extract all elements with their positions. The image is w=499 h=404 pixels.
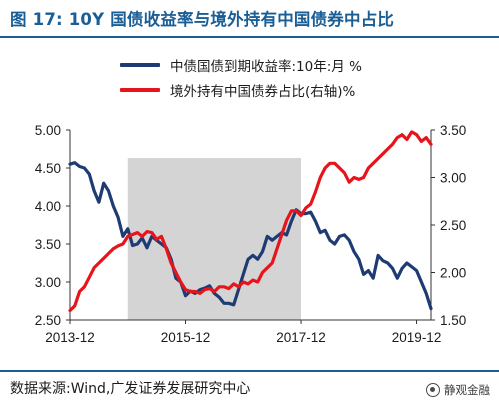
y-left-tick-label: 3.00 bbox=[35, 275, 61, 290]
legend-label-foreign-holding: 境外持有中国债券占比(右轴)% bbox=[170, 83, 356, 100]
y-left-tick-label: 4.50 bbox=[35, 161, 61, 176]
y-left-tick-label: 2.50 bbox=[35, 313, 61, 328]
y-right-tick-label: 3.50 bbox=[440, 123, 466, 138]
x-tick-label: 2017-12 bbox=[276, 330, 326, 345]
legend-item-yield: 中债国债到期收益率:10年:月 % bbox=[120, 52, 362, 77]
watermark-text: 静观金融 bbox=[444, 383, 490, 397]
y-left-tick-label: 3.50 bbox=[35, 237, 61, 252]
source-note: 数据来源:Wind,广发证券发展研究中心 bbox=[10, 381, 251, 397]
legend-label-yield: 中债国债到期收益率:10年:月 % bbox=[170, 58, 362, 75]
y-left-tick-label: 4.00 bbox=[35, 199, 61, 214]
wechat-icon bbox=[426, 383, 440, 397]
legend-item-foreign-holding: 境外持有中国债券占比(右轴)% bbox=[120, 77, 362, 102]
watermark-badge: 静观金融 bbox=[423, 381, 493, 399]
x-tick-label: 2015-12 bbox=[161, 330, 211, 345]
y-right-tick-label: 2.50 bbox=[440, 218, 466, 233]
chart-title: 图 17: 10Y 国债收益率与境外持有中国债券中占比 bbox=[10, 10, 395, 29]
chart-legend: 中债国债到期收益率:10年:月 % 境外持有中国债券占比(右轴)% bbox=[120, 52, 362, 102]
x-tick-label: 2019-12 bbox=[392, 330, 442, 345]
y-left-tick-label: 5.00 bbox=[35, 123, 61, 138]
footer-rule bbox=[0, 370, 499, 372]
legend-swatch-foreign-holding bbox=[120, 87, 160, 92]
x-tick-label: 2013-12 bbox=[45, 330, 95, 345]
y-right-tick-label: 1.50 bbox=[440, 313, 466, 328]
title-rule bbox=[0, 36, 499, 38]
legend-swatch-yield bbox=[120, 62, 160, 67]
y-right-tick-label: 3.00 bbox=[440, 171, 466, 186]
series-line-foreign-holding bbox=[68, 130, 433, 313]
y-right-tick-label: 2.00 bbox=[440, 266, 466, 281]
